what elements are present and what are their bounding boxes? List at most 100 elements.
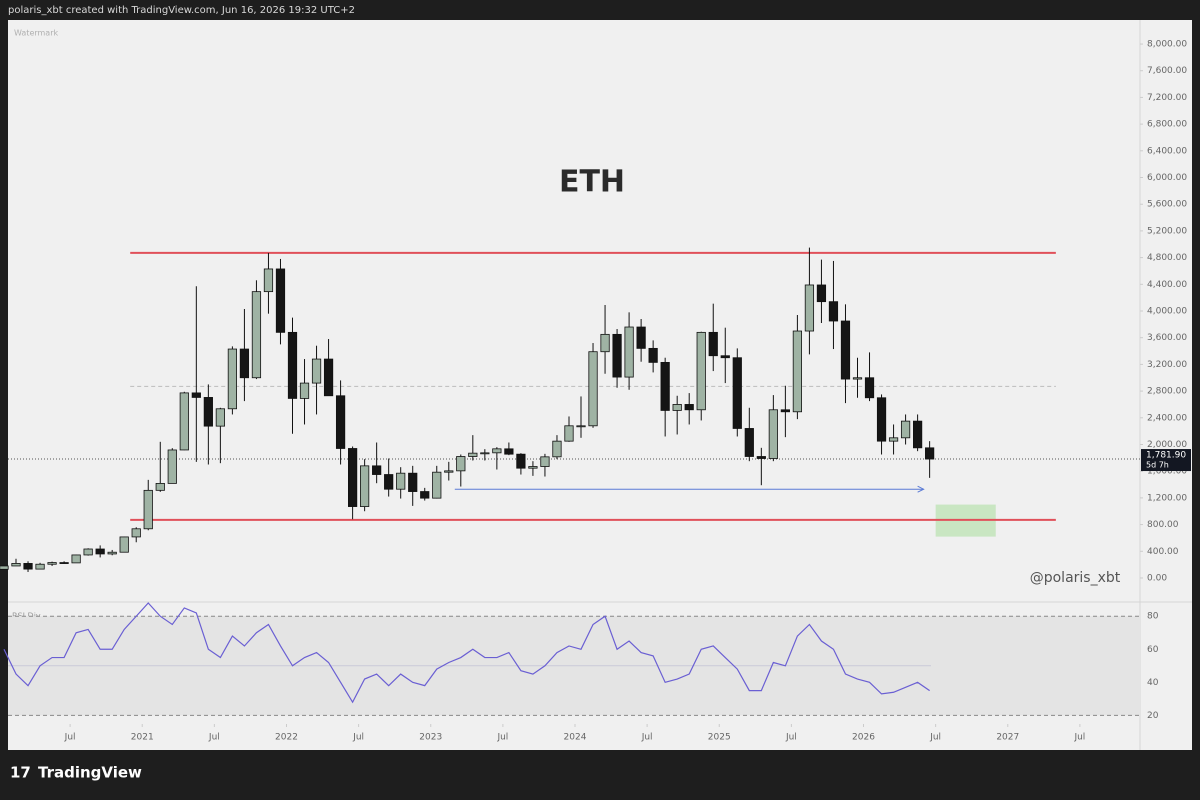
candle-body bbox=[191, 392, 201, 398]
candle-body bbox=[360, 465, 370, 507]
candle-body bbox=[732, 357, 742, 429]
candle-body bbox=[768, 409, 778, 459]
candle-body bbox=[876, 397, 887, 442]
candle-body bbox=[636, 326, 646, 349]
rsi-title: RSI Div bbox=[12, 612, 41, 621]
x-tick-label: 2025 bbox=[708, 733, 731, 743]
candle-body bbox=[804, 284, 815, 332]
y-tick-label: 4,000.00 bbox=[1147, 307, 1187, 317]
candle-body bbox=[167, 449, 177, 484]
x-tick-label: 2027 bbox=[996, 733, 1019, 743]
x-tick-label: 2021 bbox=[131, 733, 154, 743]
candle-body bbox=[131, 528, 141, 538]
candle-body bbox=[119, 536, 129, 553]
y-tick-label: 800.00 bbox=[1147, 520, 1179, 530]
candle-body bbox=[492, 448, 502, 454]
candle-body bbox=[143, 489, 153, 530]
candle-body bbox=[925, 447, 935, 460]
candle-body bbox=[588, 351, 598, 427]
candle-body bbox=[708, 331, 718, 357]
footer-logo: 17 TradingView bbox=[10, 764, 142, 782]
x-tick-label: 2022 bbox=[275, 733, 298, 743]
candle-body bbox=[263, 268, 274, 293]
y-tick-label: 4,400.00 bbox=[1147, 280, 1187, 290]
candle-body bbox=[59, 562, 69, 564]
y-tick-label: 2,800.00 bbox=[1147, 387, 1187, 397]
candle-body bbox=[335, 395, 346, 449]
candle-body bbox=[576, 425, 586, 428]
candle-body bbox=[347, 448, 358, 507]
candle-body bbox=[71, 554, 81, 564]
y-tick-label: 3,200.00 bbox=[1147, 360, 1187, 370]
candle-body bbox=[660, 361, 670, 411]
candle-body bbox=[516, 453, 526, 469]
x-tick-label: Jul bbox=[929, 733, 941, 743]
y-tick-label: 400.00 bbox=[1147, 547, 1179, 557]
candle-body bbox=[239, 348, 250, 379]
candle-body bbox=[864, 377, 875, 399]
candle-body bbox=[648, 347, 658, 363]
y-tick-label: 7,600.00 bbox=[1147, 66, 1187, 76]
candle-body bbox=[552, 440, 562, 458]
y-tick-label: 8,000.00 bbox=[1147, 40, 1187, 50]
header: polaris_xbt created with TradingView.com… bbox=[8, 5, 355, 16]
candle-body bbox=[203, 397, 213, 427]
candle-body bbox=[624, 326, 634, 378]
candle-body bbox=[528, 466, 538, 469]
x-tick-label: Jul bbox=[352, 733, 364, 743]
last-price-label: 1,781.90 bbox=[1146, 451, 1186, 461]
candle-body bbox=[179, 392, 189, 451]
y-tick-label: 0.00 bbox=[1147, 573, 1167, 583]
candle-body bbox=[816, 284, 827, 303]
rsi-line bbox=[3, 602, 930, 704]
y-tick-label: 80 bbox=[1147, 612, 1159, 622]
x-tick-label: Jul bbox=[496, 733, 508, 743]
candle-body bbox=[852, 377, 863, 380]
candle-body bbox=[684, 404, 694, 411]
watermark: Watermark bbox=[14, 29, 58, 38]
candle-body bbox=[323, 358, 334, 397]
candle-body bbox=[251, 291, 262, 379]
arrow-head bbox=[917, 485, 925, 493]
countdown: 5d 7h bbox=[1146, 461, 1169, 470]
candle-body bbox=[95, 548, 105, 555]
candle-body bbox=[372, 465, 382, 475]
y-tick-label: 4,800.00 bbox=[1147, 253, 1187, 263]
y-tick-label: 1,200.00 bbox=[1147, 493, 1187, 503]
x-tick-label: Jul bbox=[785, 733, 797, 743]
candle-body bbox=[420, 491, 430, 499]
y-tick-label: 6,000.00 bbox=[1147, 173, 1187, 183]
candle-body bbox=[227, 348, 238, 410]
candle-body bbox=[540, 456, 550, 467]
y-tick-label: 40 bbox=[1147, 678, 1159, 688]
candle-body bbox=[828, 301, 839, 322]
candle-body bbox=[384, 474, 394, 490]
y-tick-label: 2,400.00 bbox=[1147, 413, 1187, 423]
candle-body bbox=[47, 562, 57, 565]
candle-body bbox=[840, 320, 851, 380]
y-tick-label: 2,000.00 bbox=[1147, 440, 1187, 450]
candle-body bbox=[432, 471, 442, 499]
candle-body bbox=[408, 472, 418, 492]
y-tick-label: 5,600.00 bbox=[1147, 200, 1187, 210]
candle-body bbox=[480, 452, 490, 455]
x-tick-label: 2024 bbox=[564, 733, 587, 743]
x-tick-label: 2023 bbox=[419, 733, 442, 743]
candle-body bbox=[396, 472, 406, 490]
candle-body bbox=[912, 420, 923, 449]
candle-body bbox=[444, 470, 454, 473]
author: @polaris_xbt bbox=[1030, 570, 1121, 586]
x-tick-label: 2026 bbox=[852, 733, 875, 743]
candle-body bbox=[23, 563, 33, 570]
candle-body bbox=[155, 482, 165, 491]
candle-body bbox=[83, 548, 93, 556]
candle-body bbox=[11, 563, 21, 567]
candle-body bbox=[780, 409, 790, 413]
candle-body bbox=[468, 452, 478, 457]
x-tick-label: Jul bbox=[208, 733, 220, 743]
candle-body bbox=[888, 437, 899, 442]
x-tick-label: Jul bbox=[641, 733, 653, 743]
last-price-box bbox=[1141, 449, 1191, 472]
candle-body bbox=[600, 333, 610, 353]
